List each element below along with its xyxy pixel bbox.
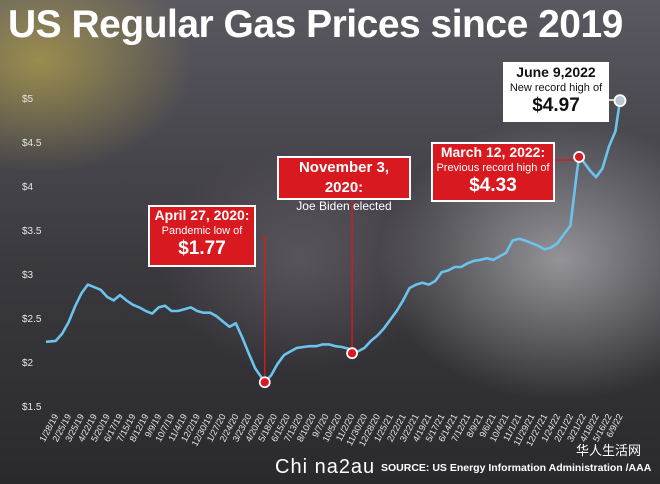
y-tick-label: $2 [22,358,34,369]
y-tick-label: $4.5 [22,138,42,149]
x-axis: 1/28/192/25/193/25/194/22/195/20/196/17/… [37,412,624,448]
price-line [45,100,622,384]
annotation-marker [346,347,358,360]
y-axis: $1.5 $2 $2.5 $3 $3.5 $4 $4.5 $5 [22,94,42,413]
annotation-marker [573,151,585,163]
callout-biden-elected: November 3, 2020: Joe Biden elected [277,156,411,213]
watermark-right: 华人生活网 [576,443,642,458]
source-note: SOURCE: US Energy Information Administra… [381,462,652,474]
callout-text: Joe Biden elected [296,199,392,213]
y-tick-label: $2.5 [22,314,42,325]
callout-text: New record high of [509,82,603,94]
callout-value: $4.97 [532,95,580,116]
callout-value: $4.33 [469,175,517,196]
callout-pandemic-low: April 27, 2020: Pandemic low of $1.77 [148,205,256,267]
callout-new-record: June 9,2022 New record high of $4.97 [503,62,609,122]
y-tick-label: $5 [22,94,34,105]
annotation-marker [613,94,627,108]
callout-text: Previous record high of [436,162,550,174]
callout-previous-record: March 12, 2022: Previous record high of … [431,142,555,202]
annotation-markers [258,94,627,389]
callout-heading: November 3, 2020: [298,159,390,196]
chart-title: US Regular Gas Prices since 2019 [8,3,623,46]
callout-heading: June 9,2022 [516,64,596,80]
y-tick-label: $3.5 [22,226,42,237]
callout-text: Pandemic low of [161,225,243,237]
watermark-left: Chi na2au [275,456,376,478]
callout-heading: April 27, 2020: [154,207,250,223]
callout-heading: March 12, 2022: [440,144,546,160]
callout-value: $1.77 [178,238,226,259]
y-tick-label: $1.5 [22,402,42,413]
y-tick-label: $4 [22,182,34,193]
y-tick-label: $3 [22,270,34,281]
annotation-marker [258,376,271,389]
annotation-leader-line [262,236,266,383]
